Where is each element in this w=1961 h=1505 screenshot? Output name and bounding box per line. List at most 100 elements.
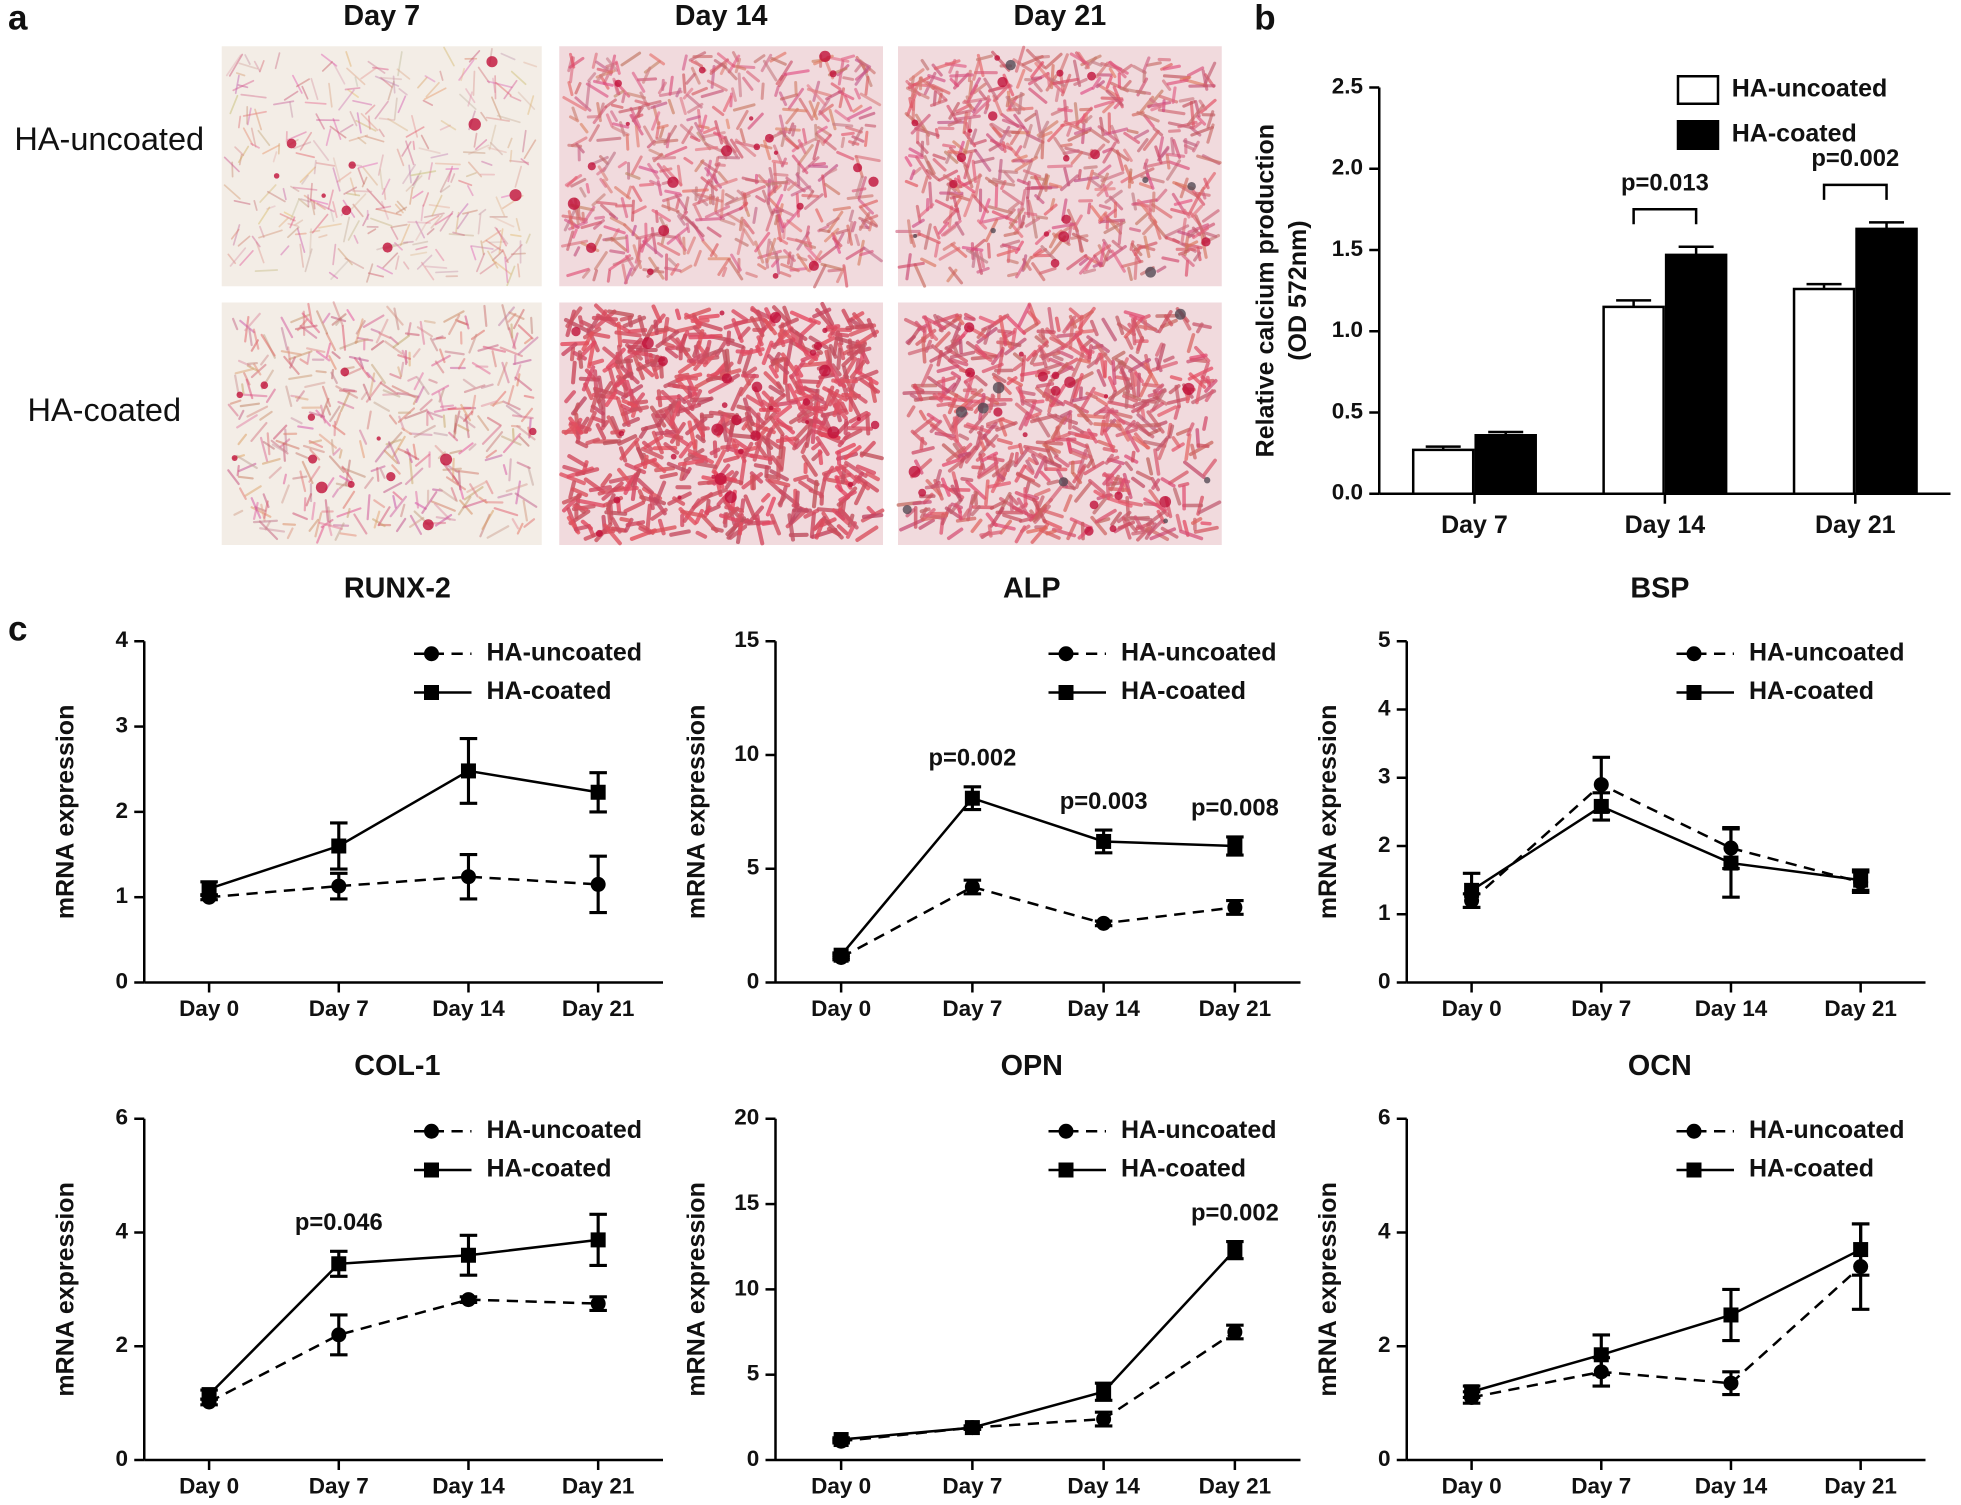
cell-texture <box>1057 318 1059 330</box>
nodule <box>642 337 654 349</box>
legend-swatch <box>1678 121 1718 149</box>
cell-texture <box>820 451 821 463</box>
cell-texture <box>622 317 631 319</box>
cell-texture <box>1095 424 1120 426</box>
cell-texture <box>608 271 609 281</box>
cell-texture <box>619 347 621 359</box>
y-tick-label: 1 <box>1378 900 1391 925</box>
cell-texture <box>745 194 747 205</box>
cell-texture <box>1113 362 1115 384</box>
x-tick-label: Day 7 <box>309 996 369 1021</box>
x-tick-label: Day 14 <box>1695 1473 1768 1498</box>
cell-texture <box>1079 171 1080 179</box>
cell-texture <box>490 242 505 243</box>
cell-texture <box>1143 384 1161 386</box>
cell-texture <box>772 257 788 258</box>
cell-texture <box>334 525 348 526</box>
nodule <box>287 139 297 149</box>
nodule <box>568 198 580 210</box>
nodule <box>237 392 244 399</box>
cell-texture <box>1119 221 1121 243</box>
panel-label: c <box>8 610 27 649</box>
cell-texture <box>864 515 881 517</box>
y-tick-label: 10 <box>734 741 759 766</box>
cell-texture <box>756 465 769 467</box>
cell-texture <box>1170 131 1180 132</box>
cell-texture <box>384 189 385 199</box>
cell-texture <box>1016 454 1017 463</box>
nodule <box>1051 259 1060 268</box>
nodule <box>1145 267 1156 278</box>
nodule <box>722 402 728 408</box>
cell-texture <box>739 74 740 96</box>
cell-texture <box>1167 156 1169 168</box>
nodule <box>994 55 1000 61</box>
x-tick-label: Day 21 <box>1815 511 1896 539</box>
nodule <box>1090 500 1099 509</box>
cell-texture <box>975 493 976 504</box>
cell-texture <box>762 84 763 98</box>
cell-texture <box>732 435 754 437</box>
cell-texture <box>996 185 997 206</box>
nodule <box>819 365 831 377</box>
cell-texture <box>623 94 625 101</box>
cell-texture <box>596 217 604 218</box>
cell-texture <box>989 526 990 536</box>
row-label: HA-uncoated <box>14 121 204 157</box>
nodule <box>440 454 452 466</box>
nodule <box>868 177 878 187</box>
cell-texture <box>834 124 852 126</box>
cell-texture <box>1133 320 1135 344</box>
cell-texture <box>648 506 650 529</box>
cell-texture <box>814 482 817 506</box>
nodule <box>1104 394 1108 398</box>
cell-texture <box>1047 531 1055 533</box>
marker <box>331 879 346 894</box>
marker <box>1687 685 1702 700</box>
marker <box>1687 1124 1702 1139</box>
marker <box>331 1327 346 1342</box>
cell-texture <box>796 83 797 94</box>
x-tick-label: Day 7 <box>1571 1473 1631 1498</box>
x-tick-label: Day 21 <box>562 996 635 1021</box>
nodule <box>993 407 1002 416</box>
cell-texture <box>1198 445 1208 446</box>
cell-texture <box>580 352 581 367</box>
cell-texture <box>698 110 700 126</box>
marker <box>1059 685 1074 700</box>
nodule <box>871 421 879 429</box>
annotation: p=0.013 <box>1621 170 1709 197</box>
y-tick-label: 5 <box>747 855 760 880</box>
micrograph <box>559 46 883 287</box>
cell-texture <box>1008 247 1009 261</box>
cell-texture <box>1037 217 1046 218</box>
y-axis-label: mRNA expression <box>1314 1182 1342 1396</box>
nodule <box>321 193 325 197</box>
cell-texture <box>1000 171 1017 172</box>
y-tick-label: 15 <box>734 627 759 652</box>
nodule <box>967 372 971 376</box>
nodule <box>423 519 434 530</box>
nodule <box>308 455 317 464</box>
nodule <box>1183 383 1195 395</box>
marker <box>591 877 606 892</box>
marker <box>834 1432 849 1447</box>
cell-texture <box>531 318 532 333</box>
nodule <box>1084 527 1093 536</box>
chart-title: OCN <box>1628 1050 1692 1082</box>
nodule <box>968 129 972 133</box>
cell-texture <box>1034 364 1042 365</box>
nodule <box>699 67 706 74</box>
cell-texture <box>816 125 817 139</box>
cell-texture <box>1167 154 1184 156</box>
nodule <box>1052 372 1060 380</box>
marker <box>965 1420 980 1435</box>
cell-texture <box>1133 532 1143 534</box>
cell-texture <box>793 126 795 135</box>
cell-texture <box>283 524 295 525</box>
series-line <box>841 1332 1235 1441</box>
nodule <box>619 431 625 437</box>
nodule <box>486 56 497 67</box>
marker <box>591 1296 606 1311</box>
